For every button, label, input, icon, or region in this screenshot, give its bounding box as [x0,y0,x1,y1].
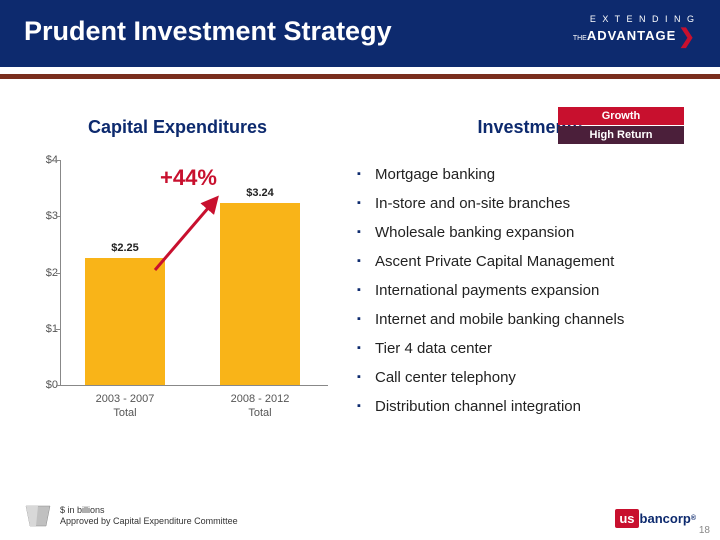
page-number: 18 [699,525,710,536]
footer-text: $ in billions Approved by Capital Expend… [60,505,238,528]
footer-left: $ in billions Approved by Capital Expend… [24,504,238,528]
header: Prudent Investment Strategy E X T E N D … [0,0,720,67]
list-item: Ascent Private Capital Management [357,247,705,276]
page-title: Prudent Investment Strategy [24,16,392,47]
badge-growth: Growth [558,107,684,125]
accent-bar [0,74,720,79]
list-item: In-store and on-site branches [357,189,705,218]
badges: Growth High Return [558,107,684,144]
y-tick-mark [56,385,60,386]
list-item: Call center telephony [357,363,705,392]
badge-high-return: High Return [558,126,684,144]
capex-chart: $0$1$2$3$4$2.252003 - 2007Total$3.242008… [30,160,330,415]
list-item: Distribution channel integration [357,392,705,421]
list-item: Internet and mobile banking channels [357,305,705,334]
chevron-right-icon: ❯ [678,24,696,49]
left-column: Capital Expenditures $0$1$2$3$4$2.252003… [0,117,355,421]
footer: $ in billions Approved by Capital Expend… [0,504,720,528]
list-item: Wholesale banking expansion [357,218,705,247]
list-item: International payments expansion [357,276,705,305]
right-column: Investments Mortgage bankingIn-store and… [355,117,720,421]
list-item: Mortgage banking [357,160,705,189]
logo-red: us [615,509,638,528]
footer-line1: $ in billions [60,505,238,517]
footer-line2: Approved by Capital Expenditure Committe… [60,516,238,528]
x-axis-label: 2008 - 2012Total [210,392,310,421]
left-title: Capital Expenditures [0,117,355,138]
logo-blue: bancorp [640,511,691,526]
logo: usbancorp® [615,509,696,528]
content: Capital Expenditures $0$1$2$3$4$2.252003… [0,117,720,421]
tagline: E X T E N D I N G THEADVANTAGE❯ [573,14,696,49]
tagline-line2: THEADVANTAGE❯ [573,24,696,49]
x-axis-label: 2003 - 2007Total [75,392,175,421]
tagline-line1: E X T E N D I N G [573,14,696,24]
growth-arrow-icon [30,160,330,385]
investments-list: Mortgage bankingIn-store and on-site bra… [355,160,705,421]
list-item: Tier 4 data center [357,334,705,363]
x-axis-line [60,385,328,386]
shield-icon [24,504,52,528]
